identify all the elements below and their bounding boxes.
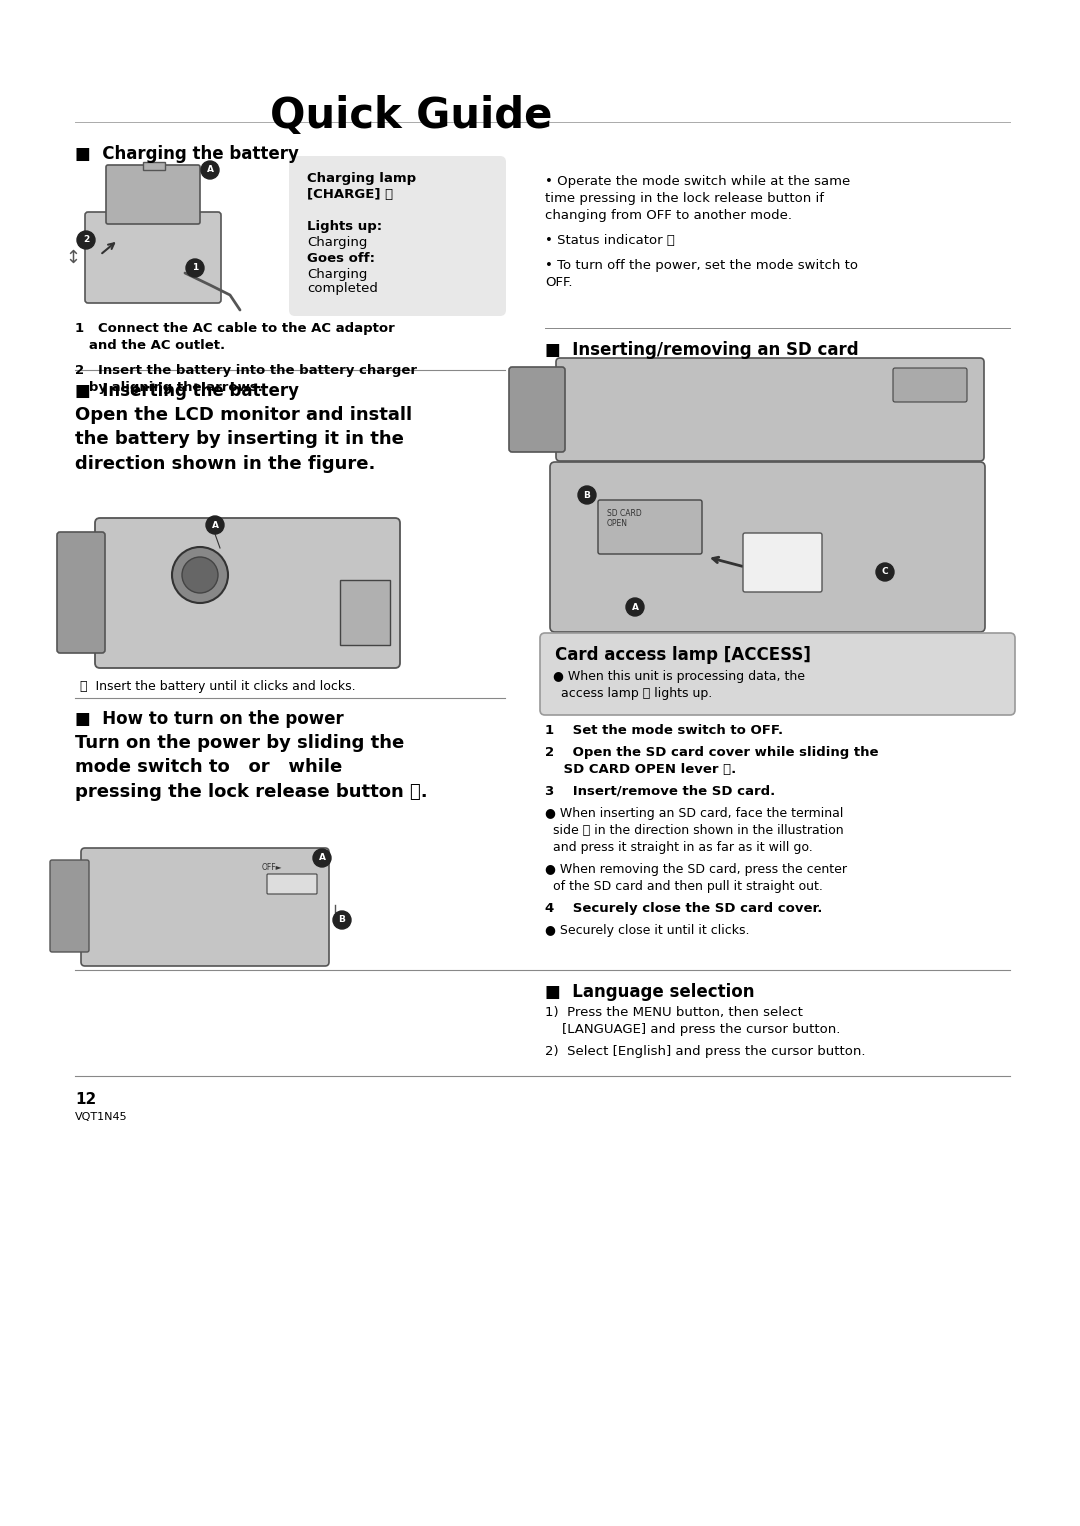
FancyBboxPatch shape	[550, 462, 985, 632]
Text: SD CARD
OPEN: SD CARD OPEN	[607, 510, 642, 528]
Text: VQT1N45: VQT1N45	[75, 1112, 127, 1122]
Text: ● Securely close it until it clicks.: ● Securely close it until it clicks.	[545, 925, 750, 937]
Circle shape	[313, 848, 330, 867]
Circle shape	[333, 911, 351, 929]
Text: A: A	[632, 603, 638, 612]
FancyBboxPatch shape	[289, 156, 507, 316]
FancyBboxPatch shape	[106, 165, 200, 224]
Text: Lights up:: Lights up:	[307, 220, 382, 233]
Text: A: A	[319, 853, 325, 862]
Text: ■  Inserting the battery: ■ Inserting the battery	[75, 382, 299, 400]
Text: ● When removing the SD card, press the center
  of the SD card and then pull it : ● When removing the SD card, press the c…	[545, 864, 847, 893]
Text: B: B	[583, 490, 591, 499]
Text: • Status indicator Ⓑ: • Status indicator Ⓑ	[545, 233, 675, 247]
Text: Quick Guide: Quick Guide	[270, 95, 552, 137]
Bar	[340, 580, 390, 645]
Text: Goes off:: Goes off:	[307, 252, 375, 266]
Circle shape	[186, 259, 204, 278]
Bar	[143, 162, 165, 169]
FancyBboxPatch shape	[598, 501, 702, 554]
FancyBboxPatch shape	[540, 633, 1015, 716]
Text: 3    Insert/remove the SD card.: 3 Insert/remove the SD card.	[545, 784, 775, 798]
Text: • To turn off the power, set the mode switch to
OFF.: • To turn off the power, set the mode sw…	[545, 259, 858, 288]
Text: 4    Securely close the SD card cover.: 4 Securely close the SD card cover.	[545, 902, 822, 916]
Text: ↕: ↕	[66, 249, 81, 267]
Text: 1   Connect the AC cable to the AC adaptor
   and the AC outlet.: 1 Connect the AC cable to the AC adaptor…	[75, 322, 395, 353]
Text: 2: 2	[83, 235, 90, 244]
Text: A: A	[206, 165, 214, 174]
Text: 1)  Press the MENU button, then select
    [LANGUAGE] and press the cursor butto: 1) Press the MENU button, then select [L…	[545, 1006, 840, 1036]
Text: 2   Insert the battery into the battery charger
   by aligning the arrows.: 2 Insert the battery into the battery ch…	[75, 365, 417, 394]
Circle shape	[206, 516, 224, 534]
Text: A: A	[212, 520, 218, 530]
Circle shape	[578, 485, 596, 504]
Text: C: C	[881, 568, 889, 577]
Text: Open the LCD monitor and install
the battery by inserting it in the
direction sh: Open the LCD monitor and install the bat…	[75, 406, 413, 473]
Text: 1    Set the mode switch to OFF.: 1 Set the mode switch to OFF.	[545, 723, 783, 737]
Text: ■  Inserting/removing an SD card: ■ Inserting/removing an SD card	[545, 340, 859, 359]
Text: • Operate the mode switch while at the same
time pressing in the lock release bu: • Operate the mode switch while at the s…	[545, 175, 850, 221]
FancyBboxPatch shape	[85, 212, 221, 304]
Text: ■  How to turn on the power: ■ How to turn on the power	[75, 710, 343, 728]
FancyBboxPatch shape	[95, 517, 400, 668]
Text: ■  Language selection: ■ Language selection	[545, 983, 755, 1001]
Circle shape	[626, 598, 644, 617]
Text: ● When this unit is processing data, the
  access lamp Ⓐ lights up.: ● When this unit is processing data, the…	[553, 670, 805, 700]
FancyBboxPatch shape	[509, 366, 565, 452]
Text: 2    Open the SD card cover while sliding the
    SD CARD OPEN lever Ⓑ.: 2 Open the SD card cover while sliding t…	[545, 746, 878, 775]
Text: ■  Charging the battery: ■ Charging the battery	[75, 145, 299, 163]
Circle shape	[77, 230, 95, 249]
Text: Charging: Charging	[307, 237, 367, 249]
FancyBboxPatch shape	[743, 533, 822, 592]
Circle shape	[876, 563, 894, 581]
Text: Charging lamp: Charging lamp	[307, 172, 416, 185]
Text: 2)  Select [English] and press the cursor button.: 2) Select [English] and press the cursor…	[545, 1045, 865, 1058]
Text: [CHARGE] Ⓐ: [CHARGE] Ⓐ	[307, 188, 393, 201]
FancyBboxPatch shape	[50, 861, 89, 952]
Text: B: B	[338, 916, 346, 925]
FancyBboxPatch shape	[893, 368, 967, 401]
Text: Turn on the power by sliding the
mode switch to   or   while
pressing the lock r: Turn on the power by sliding the mode sw…	[75, 734, 428, 801]
Text: ● When inserting an SD card, face the terminal
  side Ⓒ in the direction shown i: ● When inserting an SD card, face the te…	[545, 807, 843, 853]
FancyBboxPatch shape	[556, 359, 984, 461]
Circle shape	[201, 162, 219, 179]
Circle shape	[183, 557, 218, 594]
Text: Charging: Charging	[307, 269, 367, 281]
Circle shape	[172, 546, 228, 603]
Text: 1: 1	[192, 264, 198, 273]
Text: Card access lamp [ACCESS]: Card access lamp [ACCESS]	[555, 645, 811, 664]
Text: OFF►: OFF►	[262, 864, 283, 871]
FancyBboxPatch shape	[57, 533, 105, 653]
Text: Ⓐ  Insert the battery until it clicks and locks.: Ⓐ Insert the battery until it clicks and…	[80, 681, 355, 693]
Text: 12: 12	[75, 1093, 96, 1106]
FancyBboxPatch shape	[267, 874, 318, 894]
Text: completed: completed	[307, 282, 378, 295]
FancyBboxPatch shape	[81, 848, 329, 966]
